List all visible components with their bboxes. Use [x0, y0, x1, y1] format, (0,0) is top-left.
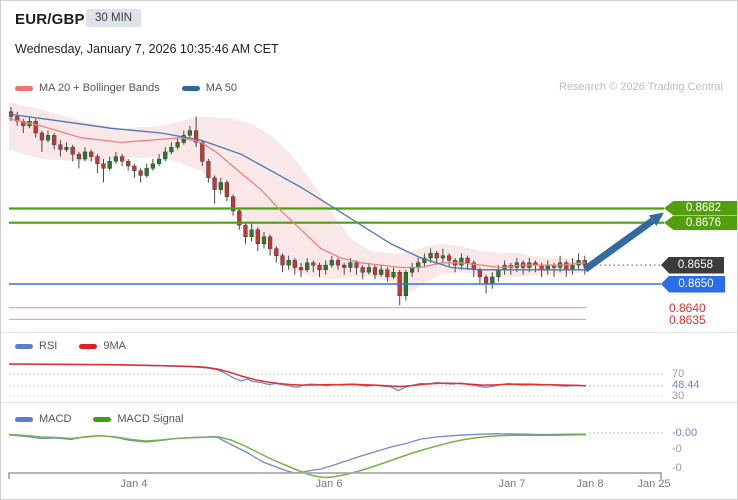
support-red-label-1: 0.8640 — [669, 301, 706, 315]
price-legend: MA 20 + Bollinger Bands MA 50 — [15, 82, 253, 94]
macd-mid-label: -0 — [672, 443, 682, 455]
macd-label: MACD — [39, 413, 72, 425]
macd-signal-line — [8, 433, 587, 479]
macd-legend: MACD MACD Signal — [15, 413, 199, 425]
ma50-label: MA 50 — [205, 82, 237, 94]
support-blue-tag: 0.8650 — [661, 275, 725, 293]
x-axis-label-jan25: Jan 25 — [637, 478, 671, 490]
rsi-9ma-line — [8, 363, 587, 388]
panel-separator-macd — [1, 402, 737, 403]
x-axis-label-jan8: Jan 8 — [576, 478, 604, 490]
rsi-9ma-swatch — [79, 343, 98, 349]
datetime-label: Wednesday, January 7, 2026 10:35:46 AM C… — [15, 42, 279, 56]
macd-signal-swatch — [93, 416, 112, 422]
rsi-line — [8, 363, 587, 392]
last-price-tag: 0.8658 — [661, 256, 724, 274]
macd-lower-label: -0 — [672, 462, 682, 474]
support-red-label-2: 0.8635 — [669, 313, 706, 327]
x-axis-label-jan7: Jan 7 — [498, 478, 526, 490]
macd-swatch — [15, 416, 33, 422]
x-axis-bracket — [8, 472, 662, 479]
panel-separator-rsi — [1, 332, 737, 333]
resistance-tag-lower: 0.8676 — [664, 215, 737, 230]
ma20-bollinger-label: MA 20 + Bollinger Bands — [39, 82, 160, 94]
ma50-line — [8, 113, 585, 271]
rsi-9ma-label: 9MA — [103, 340, 126, 352]
ma20-line — [8, 118, 586, 269]
resistance-tag-upper: 0.8682 — [664, 201, 737, 216]
research-copyright: Research © 2026 Trading Central — [558, 81, 723, 93]
ma50-swatch — [181, 85, 200, 91]
interval-badge: 30 MIN — [86, 9, 142, 27]
rsi-current-value: 48.44 — [672, 379, 700, 391]
rsi-upper-level-label: 70 — [672, 368, 685, 380]
pair-title: EUR/GBP — [15, 11, 85, 28]
rsi-lower-level-label: 30 — [672, 390, 685, 402]
rsi-legend: RSI 9MA — [15, 340, 142, 352]
bullish-arrow — [582, 217, 655, 273]
ma20-bollinger-swatch — [15, 85, 33, 91]
rsi-label: RSI — [39, 340, 58, 352]
macd-signal-label: MACD Signal — [117, 413, 184, 425]
bullish-arrow-head — [648, 212, 664, 226]
x-axis-label-jan4: Jan 4 — [120, 478, 148, 490]
macd-current-value: -0.00 — [672, 427, 698, 439]
x-axis-label-jan6: Jan 6 — [315, 478, 343, 490]
bollinger-band-fill — [9, 102, 585, 292]
rsi-swatch — [15, 343, 33, 349]
macd-line — [8, 433, 587, 474]
